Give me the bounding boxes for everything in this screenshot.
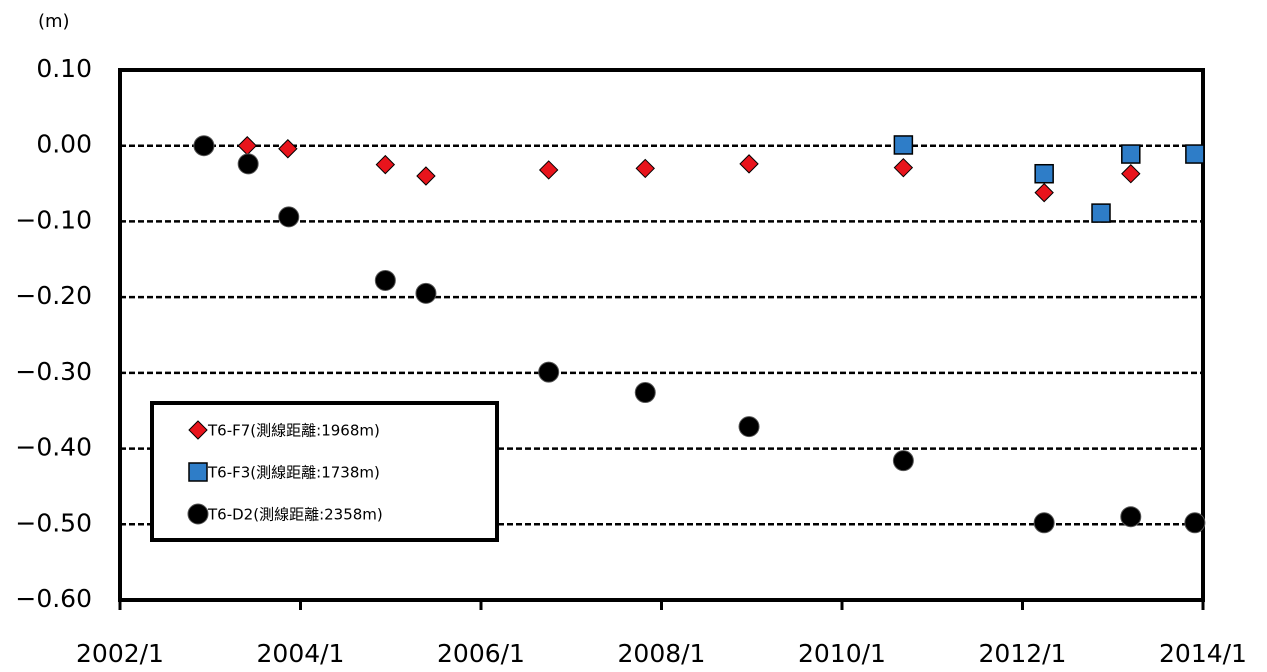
diamond-marker xyxy=(893,157,914,178)
legend-label: T6-D2(測線距離:2358m) xyxy=(207,506,383,524)
y-tick-label: −0.20 xyxy=(15,281,92,310)
circle-marker xyxy=(892,450,914,472)
square-marker xyxy=(188,462,208,482)
circle-marker xyxy=(187,503,209,525)
x-tick-label: 2006/1 xyxy=(437,639,525,668)
diamond-marker xyxy=(538,160,559,180)
legend-box xyxy=(150,401,499,542)
square-marker xyxy=(1185,144,1205,164)
diamond-marker xyxy=(188,420,208,440)
circle-marker xyxy=(193,135,215,157)
diamond-marker xyxy=(237,136,257,156)
circle-marker xyxy=(738,416,760,438)
y-tick-label: −0.10 xyxy=(15,205,92,234)
circle-marker xyxy=(415,282,437,304)
y-tick-label: 0.00 xyxy=(36,130,92,159)
circle-marker xyxy=(1184,512,1206,534)
square-marker xyxy=(1121,144,1141,164)
square-marker xyxy=(893,135,914,155)
square-marker xyxy=(1034,163,1054,184)
y-tick-label: 0.10 xyxy=(36,54,92,83)
diamond-marker xyxy=(1034,182,1054,203)
y-axis-label: (m) xyxy=(38,11,70,32)
diamond-marker xyxy=(375,154,396,175)
y-tick-label: −0.50 xyxy=(15,508,92,537)
diamond-marker xyxy=(278,139,298,159)
y-tick-label: −0.30 xyxy=(15,357,92,386)
diamond-marker xyxy=(416,166,436,186)
x-tick-label: 2004/1 xyxy=(257,639,345,668)
diamond-marker xyxy=(1121,164,1141,184)
circle-marker xyxy=(278,206,300,228)
circle-marker xyxy=(538,361,560,383)
circle-marker xyxy=(634,382,656,404)
circle-marker xyxy=(1033,512,1055,534)
y-tick-label: −0.40 xyxy=(15,433,92,462)
x-tick-label: 2014/1 xyxy=(1159,639,1247,668)
circle-marker xyxy=(374,269,396,291)
y-tick-label: −0.60 xyxy=(15,584,92,613)
square-marker xyxy=(1091,203,1111,223)
legend-label: T6-F7(測線距離:1968m) xyxy=(207,422,380,440)
legend-label: T6-F3(測線距離:1738m) xyxy=(207,464,380,482)
x-tick-label: 2012/1 xyxy=(979,639,1067,668)
diamond-marker xyxy=(635,158,655,179)
plot-frame xyxy=(118,68,1205,602)
circle-marker xyxy=(1120,506,1142,528)
x-tick-label: 2002/1 xyxy=(76,639,164,668)
x-tick-label: 2008/1 xyxy=(618,639,706,668)
x-tick-label: 2010/1 xyxy=(798,639,886,668)
circle-marker xyxy=(237,153,259,175)
diamond-marker xyxy=(739,154,759,174)
